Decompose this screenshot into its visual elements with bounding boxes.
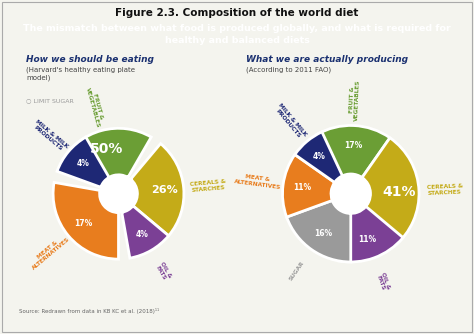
Text: 50%: 50%: [90, 142, 123, 156]
Text: ○ LIMIT SUGAR: ○ LIMIT SUGAR: [26, 98, 74, 103]
Text: (According to 2011 FAO): (According to 2011 FAO): [246, 67, 332, 73]
Text: How we should be eating: How we should be eating: [26, 55, 154, 64]
Text: Figure 2.3. Composition of the world diet: Figure 2.3. Composition of the world die…: [115, 8, 359, 18]
Text: 4%: 4%: [76, 159, 89, 168]
Wedge shape: [317, 126, 390, 178]
Text: OIL &
FATS: OIL & FATS: [155, 262, 173, 282]
Text: 4%: 4%: [135, 229, 148, 238]
Text: 4%: 4%: [313, 152, 326, 161]
Wedge shape: [362, 138, 419, 246]
Text: MEAT &
ALTERNATIVES: MEAT & ALTERNATIVES: [233, 173, 282, 190]
Wedge shape: [339, 206, 403, 262]
Text: MILK & MILK
PRODUCTS: MILK & MILK PRODUCTS: [30, 119, 69, 153]
Circle shape: [100, 175, 137, 213]
Text: MEAT &
ALTERNATIVES: MEAT & ALTERNATIVES: [28, 232, 71, 271]
Wedge shape: [287, 200, 351, 262]
Text: 16%: 16%: [314, 229, 332, 238]
Text: 41%: 41%: [383, 185, 416, 199]
Wedge shape: [283, 155, 335, 217]
Text: OIL &
FATS: OIL & FATS: [375, 272, 391, 292]
Wedge shape: [295, 132, 342, 182]
Text: What we are actually producing: What we are actually producing: [246, 55, 409, 64]
Text: The mismatch between what food is produced globally, and what is required for
he: The mismatch between what food is produc…: [23, 24, 451, 45]
Text: SUGAR: SUGAR: [288, 260, 305, 282]
Text: MILK & MILK
PRODUCTS: MILK & MILK PRODUCTS: [273, 103, 308, 141]
Text: 17%: 17%: [344, 141, 362, 150]
Text: FRUIT &
VEGETABLES: FRUIT & VEGETABLES: [348, 79, 361, 121]
Text: 17%: 17%: [74, 219, 92, 228]
Text: Source: Redrawn from data in KB KC et al. (2018)¹¹: Source: Redrawn from data in KB KC et al…: [19, 308, 159, 314]
Text: 26%: 26%: [152, 185, 178, 195]
Text: (Harvard's healthy eating plate
model): (Harvard's healthy eating plate model): [26, 67, 135, 81]
Text: FRUIT &
VEGETABLES: FRUIT & VEGETABLES: [84, 85, 106, 128]
Text: CEREALS &
STARCHES: CEREALS & STARCHES: [190, 179, 227, 193]
Wedge shape: [131, 144, 184, 236]
Text: 11%: 11%: [293, 183, 312, 192]
Wedge shape: [62, 128, 151, 184]
Wedge shape: [53, 182, 118, 259]
Text: CEREALS &
STARCHES: CEREALS & STARCHES: [427, 183, 463, 196]
Wedge shape: [57, 137, 109, 187]
Text: 11%: 11%: [358, 235, 376, 244]
Circle shape: [331, 174, 371, 213]
Wedge shape: [122, 206, 169, 258]
